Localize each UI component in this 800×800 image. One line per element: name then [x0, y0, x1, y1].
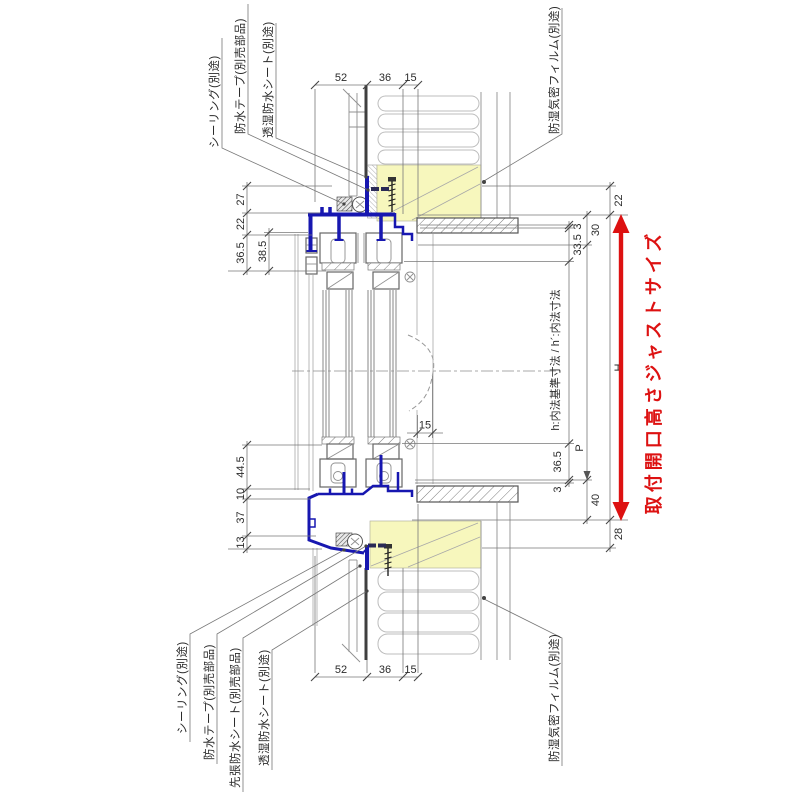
dim-bottom-36: 36 — [379, 664, 391, 676]
dim-left-22: 22 — [235, 218, 247, 230]
dim-bottom-52: 52 — [335, 664, 347, 676]
dim-left-44-5: 44.5 — [235, 456, 247, 477]
dimensions-left: 27 22 36.5 38.5 44.5 10 37 13 — [228, 182, 332, 553]
insulation-batting-bottom — [377, 591, 480, 612]
fixing-screw-bottom — [384, 544, 392, 576]
label-vapor-film-bottom: 防湿気密フィルム(別途) — [547, 634, 561, 762]
frame-screw-symbol — [404, 271, 416, 450]
wall-bottom — [312, 485, 519, 663]
window-frame-head — [306, 176, 414, 252]
label-breathable-sheet-top: 透湿防水シート(別途) — [261, 21, 275, 138]
sash-bottom-rail-outer — [319, 458, 357, 488]
sash-roller — [333, 471, 343, 481]
dim-right-3-bottom: 3 — [552, 486, 564, 492]
dim-right-22: 22 — [613, 194, 625, 206]
label-waterproof-tape-bottom: 防水テープ(別売部品) — [202, 644, 216, 760]
waterproof-tape-top — [371, 187, 379, 191]
dimension-bottom: 52 36 15 — [314, 504, 419, 678]
p-dim-arrow — [583, 471, 591, 480]
dim-right-3-top: 3 — [572, 223, 584, 229]
dimension-top: 52 36 15 — [314, 72, 419, 216]
dim-bottom-15: 15 — [404, 664, 416, 676]
interior-trim-bottom — [416, 485, 519, 503]
leader-lines — [189, 4, 563, 792]
dim-left-10: 10 — [235, 488, 247, 500]
dim-right-40: 40 — [590, 494, 602, 506]
dim-right-33-5: 33.5 — [572, 234, 584, 255]
label-waterproof-tape-top: 防水テープ(別売部品) — [233, 18, 247, 134]
dimensions-right: 22 30 3 33.5 36.5 3 40 28 P H h:内法基準寸法 /… — [402, 182, 628, 552]
arrow-down-icon — [612, 502, 630, 521]
waterproof-tape-bottom — [368, 543, 376, 548]
insulation-batting-top — [377, 95, 480, 112]
label-breathable-sheet-bottom: 透湿防水シート(別途) — [257, 649, 271, 766]
dim-right-28: 28 — [613, 528, 625, 540]
arrow-up-icon — [612, 214, 630, 233]
dim-middle-15-text: 15 — [419, 420, 431, 432]
inner-dimension-note: h:内法基準寸法 / h´:内法寸法 — [548, 289, 562, 430]
dimension-middle-15: 15 — [407, 376, 443, 438]
dim-left-38-5: 38.5 — [257, 241, 269, 262]
dim-left-27: 27 — [235, 193, 247, 205]
interior-trim-top — [416, 217, 519, 234]
fixing-screw-top — [388, 177, 396, 212]
sash-assembly — [292, 232, 560, 491]
label-pre-applied-sheet-bottom: 先張防水シート(別売部品) — [228, 647, 242, 788]
label-sealing-bottom: シーリング(別途) — [175, 641, 189, 734]
annotation-labels: シーリング(別途) 防水テープ(別売部品) 透湿防水シート(別途) 防湿気密フィ… — [175, 6, 561, 788]
dim-left-37: 37 — [235, 511, 247, 523]
dim-left-36-5: 36.5 — [235, 242, 247, 263]
dim-right-36-5: 36.5 — [552, 451, 564, 472]
opening-height-arrow: 取付開口高さジャストサイズ — [612, 214, 664, 521]
dim-top-36: 36 — [379, 72, 391, 84]
red-note-text: 取付開口高さジャストサイズ — [643, 230, 664, 515]
dim-right-30: 30 — [590, 224, 602, 236]
label-sealing-top: シーリング(別途) — [207, 55, 221, 148]
window-frame-sill — [307, 455, 414, 576]
break-arc — [407, 334, 435, 412]
glazing-panes — [322, 290, 397, 437]
wall-top — [342, 85, 519, 234]
sash-top-rail-inner — [365, 232, 403, 264]
label-vapor-film-top: 防湿気密フィルム(別途) — [547, 6, 561, 134]
dim-label-p: P — [574, 444, 586, 451]
dim-top-52: 52 — [335, 72, 347, 84]
dim-top-15: 15 — [404, 72, 416, 84]
